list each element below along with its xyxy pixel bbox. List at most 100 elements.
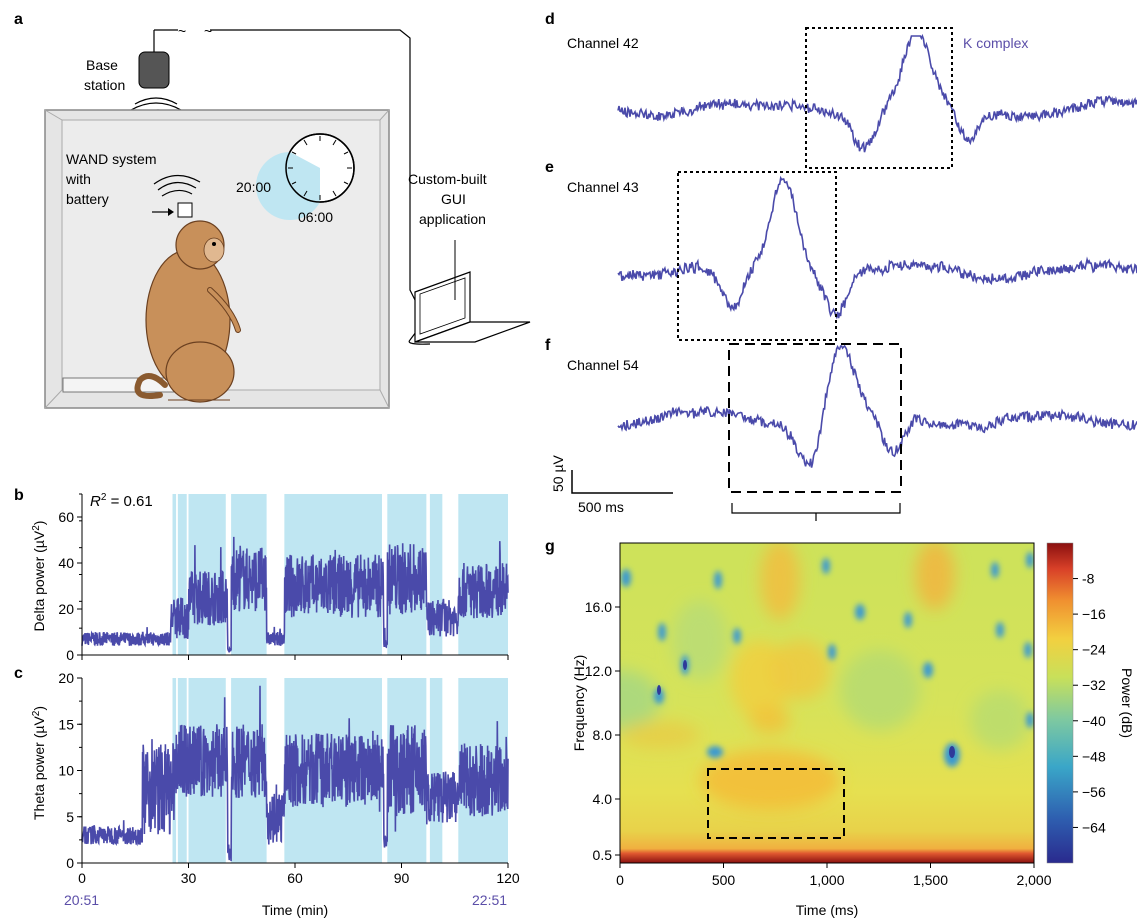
spectrogram <box>620 543 1034 863</box>
cable-break-symbol: ~ <box>204 23 212 39</box>
colorbar-tick-label: −32 <box>1082 677 1106 693</box>
colorbar-tick-label: −16 <box>1082 606 1106 622</box>
colorbar-tick-label: −56 <box>1082 784 1106 800</box>
channel-label-54: Channel 54 <box>567 357 639 373</box>
y-axis-label-c: Theta power (µV2) <box>31 706 47 820</box>
x-tick-label: 0 <box>616 872 624 888</box>
cable-break-symbol: ~ <box>178 23 186 39</box>
x-tick-label: 1,000 <box>809 872 844 888</box>
clock-icon <box>256 133 355 220</box>
colorbar-tick-label: −40 <box>1082 713 1106 729</box>
gui-label: Custom-built <box>408 171 487 187</box>
highlight-box-g <box>707 768 845 839</box>
gui-label: GUI <box>441 191 466 207</box>
spectrogram-blobs <box>621 552 1034 767</box>
panel-label-c: c <box>14 665 23 682</box>
panel-def: d e f Channel 42 Channel 43 Channel 54 K… <box>545 11 1137 521</box>
colorbar <box>1046 542 1074 864</box>
axes-g: 0 500 1,000 1,500 2,000 0.5 4.0 8.0 12.0 16.0 <box>585 599 1052 888</box>
sleep-shade-band <box>429 678 443 863</box>
k-complex-box-f <box>728 343 902 493</box>
y-tick-label: 0 <box>66 647 74 663</box>
y-axis-label-g: Frequency (Hz) <box>571 655 587 751</box>
delta-power-series <box>81 536 509 653</box>
sleep-shade-band <box>177 494 187 655</box>
y-tick-label: 16.0 <box>585 599 612 615</box>
x-tick-label: 500 <box>712 872 736 888</box>
colorbar-tick-label: −64 <box>1082 819 1106 835</box>
wireless-signal-icon <box>153 174 201 197</box>
series-line <box>81 685 509 862</box>
colorbar-tick-label: −24 <box>1082 642 1106 658</box>
cable-line <box>154 29 431 345</box>
x-tick-label: 2,000 <box>1016 872 1051 888</box>
spectrogram-hotspots <box>657 660 955 758</box>
y-tick-label: 4.0 <box>593 791 613 807</box>
y-tick-label: 20 <box>58 601 74 617</box>
y-tick-label: 8.0 <box>593 727 613 743</box>
colorbar-tick-label: -8 <box>1082 571 1095 587</box>
panel-label-e: e <box>545 159 554 176</box>
y-tick-label: 0 <box>66 855 74 871</box>
y-tick-label: 20 <box>58 670 74 686</box>
x-tick-label: 90 <box>394 870 410 886</box>
panel-c: c 0 5 10 15 20 0 30 60 90 120 Theta power (µV2) 2… <box>14 665 520 918</box>
laptop-icon <box>414 240 531 343</box>
k-complex-box-d <box>805 27 953 169</box>
y-tick-label: 12.0 <box>585 663 612 679</box>
clock-start-label: 20:00 <box>236 179 271 195</box>
sleep-shade-band <box>172 494 177 655</box>
end-time-label: 22:51 <box>472 892 507 908</box>
base-station-label: Base <box>86 57 118 73</box>
eeg-trace-line <box>617 344 1137 468</box>
scale-bar-x-label: 500 ms <box>578 499 624 515</box>
panel-b: b 0 20 40 60 R2 = 0.61 Delta power (µV2) <box>14 487 509 663</box>
gui-label: application <box>419 211 486 227</box>
colorbar-axis: -8 −16 −24 −32 −40 −48 −56 −64 <box>1073 571 1106 835</box>
x-axis-label-g: Time (ms) <box>796 902 858 918</box>
monkey-icon <box>134 202 241 403</box>
panel-g: g <box>545 538 1135 918</box>
clock-end-label: 06:00 <box>298 209 333 225</box>
x-tick-label: 60 <box>287 870 303 886</box>
base-station-label: station <box>84 77 125 93</box>
y-tick-label: 60 <box>58 509 74 525</box>
x-tick-label: 1,500 <box>913 872 948 888</box>
y-tick-label: 5 <box>66 809 74 825</box>
y-tick-label: 0.5 <box>593 847 613 863</box>
panel-label-d: d <box>545 11 555 28</box>
x-tick-label: 0 <box>78 870 86 886</box>
x-axis-label-c: Time (min) <box>262 902 328 918</box>
panel-label-f: f <box>545 337 551 354</box>
eeg-trace-line <box>617 33 1137 153</box>
r-squared-annotation: R2 = 0.61 <box>90 492 153 510</box>
k-complex-box-e <box>677 171 837 341</box>
theta-power-series <box>81 685 509 862</box>
x-tick-label: 30 <box>181 870 197 886</box>
panel-label-g: g <box>545 538 555 555</box>
channel-label-42: Channel 42 <box>567 35 639 51</box>
series-line <box>81 536 509 653</box>
y-tick-label: 40 <box>58 555 74 571</box>
bracket <box>731 503 901 521</box>
y-tick-label: 10 <box>58 763 74 779</box>
scale-bar-y-label: 50 µV <box>550 454 566 492</box>
x-tick-label: 120 <box>496 870 520 886</box>
scale-bar <box>571 470 673 494</box>
panel-label-a: a <box>14 11 23 28</box>
colorbar-tick-label: −48 <box>1082 748 1106 764</box>
start-time-label: 20:51 <box>64 892 99 908</box>
arrow-icon <box>152 208 174 216</box>
panel-label-b: b <box>14 487 24 504</box>
base-station-icon <box>130 30 182 117</box>
y-tick-label: 15 <box>58 716 74 732</box>
eeg-traces <box>617 33 1137 468</box>
axes-c: 0 5 10 15 20 0 30 60 90 120 <box>58 670 519 886</box>
channel-label-43: Channel 43 <box>567 179 639 195</box>
panel-a: a ~ ~ Base station <box>14 11 531 409</box>
y-axis-label-b: Delta power (µV2) <box>31 521 47 632</box>
wand-label: with <box>65 171 91 187</box>
axes-b: 0 20 40 60 <box>58 493 509 663</box>
wand-label: WAND system <box>66 151 156 167</box>
